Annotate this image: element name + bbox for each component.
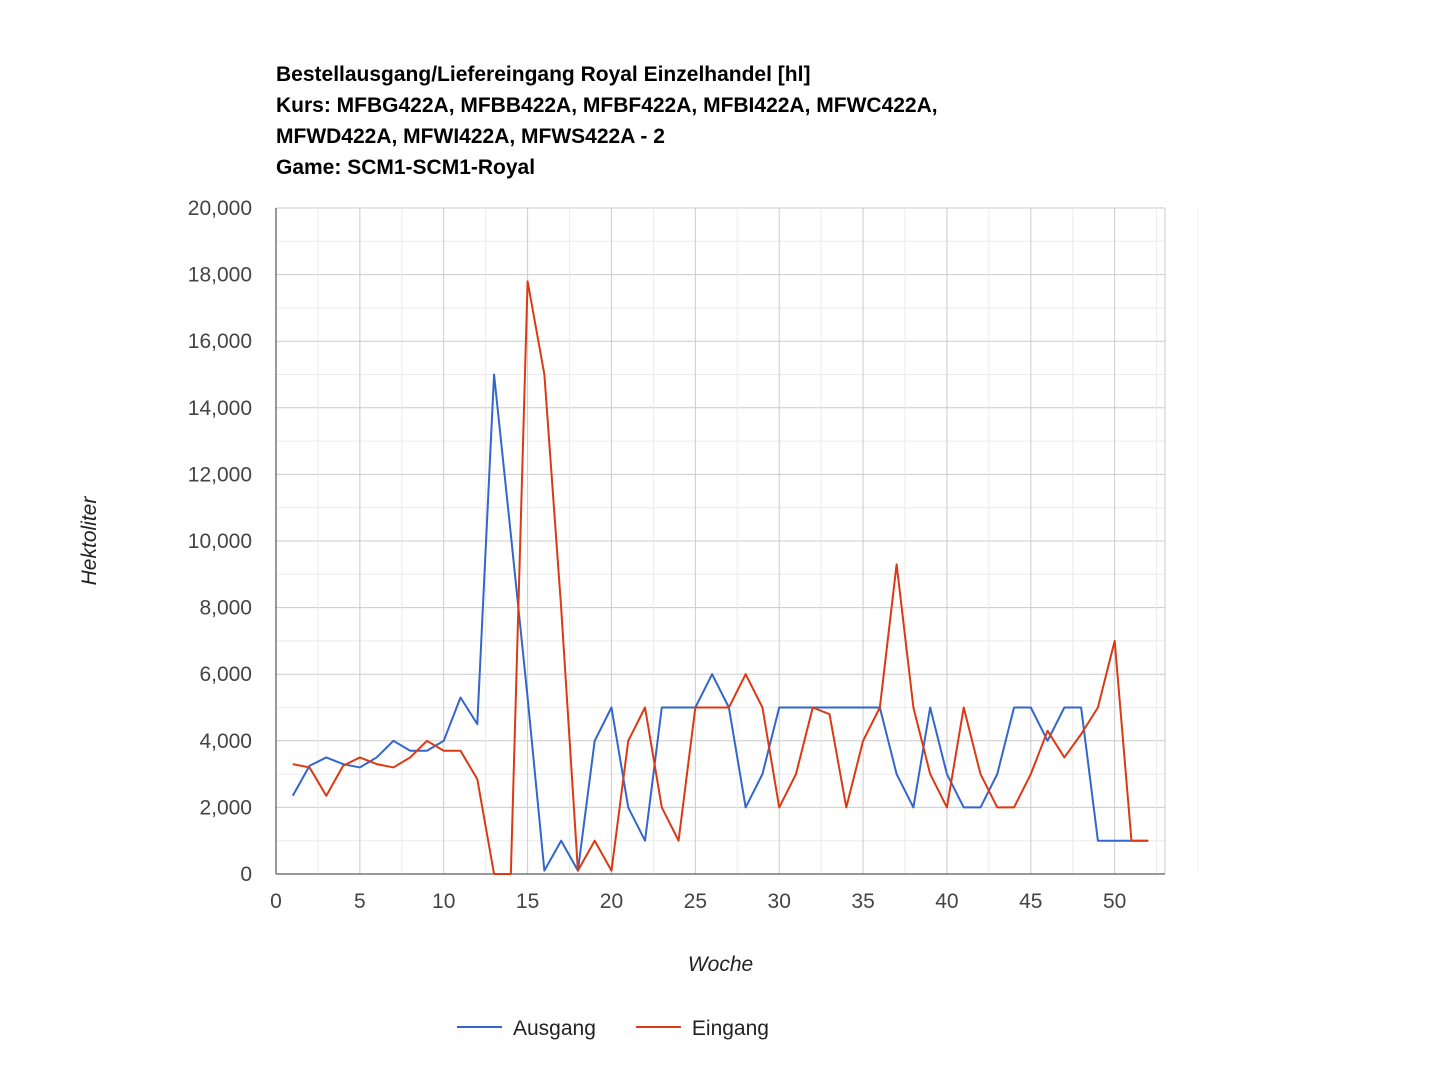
y-tick-label: 12,000 bbox=[188, 463, 252, 486]
x-tick-label: 25 bbox=[684, 890, 707, 913]
chart-title-line: MFWD422A, MFWI422A, MFWS422A - 2 bbox=[276, 125, 665, 148]
chart-title: Bestellausgang/Liefereingang Royal Einze… bbox=[276, 63, 938, 179]
x-tick-label: 45 bbox=[1019, 890, 1042, 913]
axes: 0 2,000 4,000 6,000 8,000 10,000 12,000 14,000 1… bbox=[78, 197, 1165, 976]
x-tick-label: 20 bbox=[600, 890, 623, 913]
x-tick-label: 40 bbox=[935, 890, 958, 913]
y-tick-label: 14,000 bbox=[188, 397, 252, 420]
y-tick-label: 10,000 bbox=[188, 530, 252, 553]
chart-title-line: Kurs: MFBG422A, MFBB422A, MFBF422A, MFBI… bbox=[276, 94, 938, 117]
y-axis-title: Hektoliter bbox=[78, 496, 101, 586]
x-axis-title: Woche bbox=[688, 953, 753, 976]
chart-title-line: Bestellausgang/Liefereingang Royal Einze… bbox=[276, 63, 810, 86]
x-tick-label: 15 bbox=[516, 890, 539, 913]
legend-label-ausgang: Ausgang bbox=[513, 1017, 596, 1040]
y-tick-label: 20,000 bbox=[188, 197, 252, 220]
legend: Ausgang Eingang bbox=[457, 1017, 769, 1040]
chart-title-line: Game: SCM1-SCM1-Royal bbox=[276, 156, 535, 179]
series-lines bbox=[291, 280, 1149, 875]
x-tick-label: 0 bbox=[270, 890, 282, 913]
series-line-eingang bbox=[292, 280, 1149, 875]
x-tick-label: 5 bbox=[354, 890, 366, 913]
y-tick-label: 6,000 bbox=[199, 663, 252, 686]
y-tick-label: 2,000 bbox=[199, 796, 252, 819]
y-tick-label: 4,000 bbox=[199, 730, 252, 753]
y-tick-label: 18,000 bbox=[188, 264, 252, 287]
legend-label-eingang: Eingang bbox=[692, 1017, 769, 1040]
x-tick-label: 10 bbox=[432, 890, 455, 913]
x-tick-label: 50 bbox=[1103, 890, 1126, 913]
y-tick-label: 16,000 bbox=[188, 330, 252, 353]
grid bbox=[276, 207, 1199, 875]
x-tick-label: 30 bbox=[768, 890, 791, 913]
y-tick-label: 8,000 bbox=[199, 597, 252, 620]
x-tick-label: 35 bbox=[851, 890, 874, 913]
y-tick-label: 0 bbox=[240, 863, 252, 886]
